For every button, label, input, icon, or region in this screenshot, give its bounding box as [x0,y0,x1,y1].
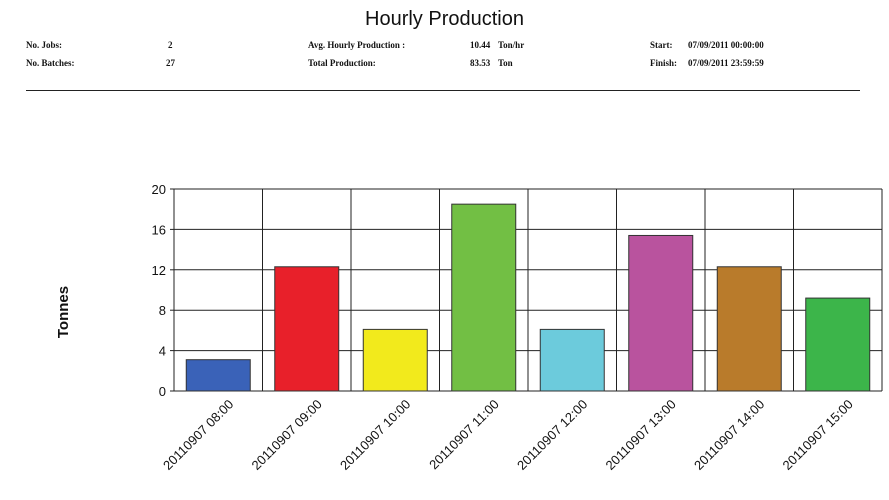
bar-1 [185,359,251,392]
report-title: Hourly Production [365,8,524,30]
summary-panel: No. Jobs: 2 No. Batches: 27 Avg. Hourly … [26,40,860,88]
y-tick-label: 12 [152,263,166,278]
total-production-value: 83.53 [470,58,491,68]
jobs-value: 2 [168,40,173,50]
x-tick-label: 20110907 14:00 [691,397,767,473]
bar-5 [539,328,605,392]
bar-4 [451,203,517,392]
bar-8 [805,297,871,392]
y-tick-label: 0 [159,384,166,399]
y-tick-label: 4 [159,344,166,359]
avg-production-unit: Ton/hr [498,40,525,50]
x-tick-label: 20110907 08:00 [160,397,236,473]
finish-value: 07/09/2011 23:59:59 [688,58,764,68]
y-tick-label: 16 [152,222,166,237]
finish-label: Finish: [650,58,678,68]
y-tick-label: 20 [152,182,166,197]
y-tick-label: 8 [159,303,166,318]
x-tick-label: 20110907 10:00 [337,397,413,473]
x-tick-label: 20110907 15:00 [779,397,855,473]
jobs-label: No. Jobs: [26,40,63,50]
bar-2 [274,266,340,392]
start-value: 07/09/2011 00:00:00 [688,40,764,50]
bar-7 [716,266,782,392]
avg-production-label: Avg. Hourly Production : [308,40,406,50]
header-divider [26,90,860,91]
x-tick-label: 20110907 12:00 [514,397,590,473]
y-axis-label: Tonnes [55,286,72,338]
total-production-label: Total Production: [308,58,376,68]
x-tick-label: 20110907 13:00 [602,397,678,473]
x-tick-label: 20110907 09:00 [248,397,324,473]
bar-3 [362,328,428,392]
batches-value: 27 [166,58,175,68]
total-production-unit: Ton [498,58,513,68]
avg-production-value: 10.44 [470,40,491,50]
bar-6 [628,234,694,392]
x-tick-label: 20110907 11:00 [426,397,502,473]
batches-label: No. Batches: [26,58,75,68]
start-label: Start: [650,40,673,50]
